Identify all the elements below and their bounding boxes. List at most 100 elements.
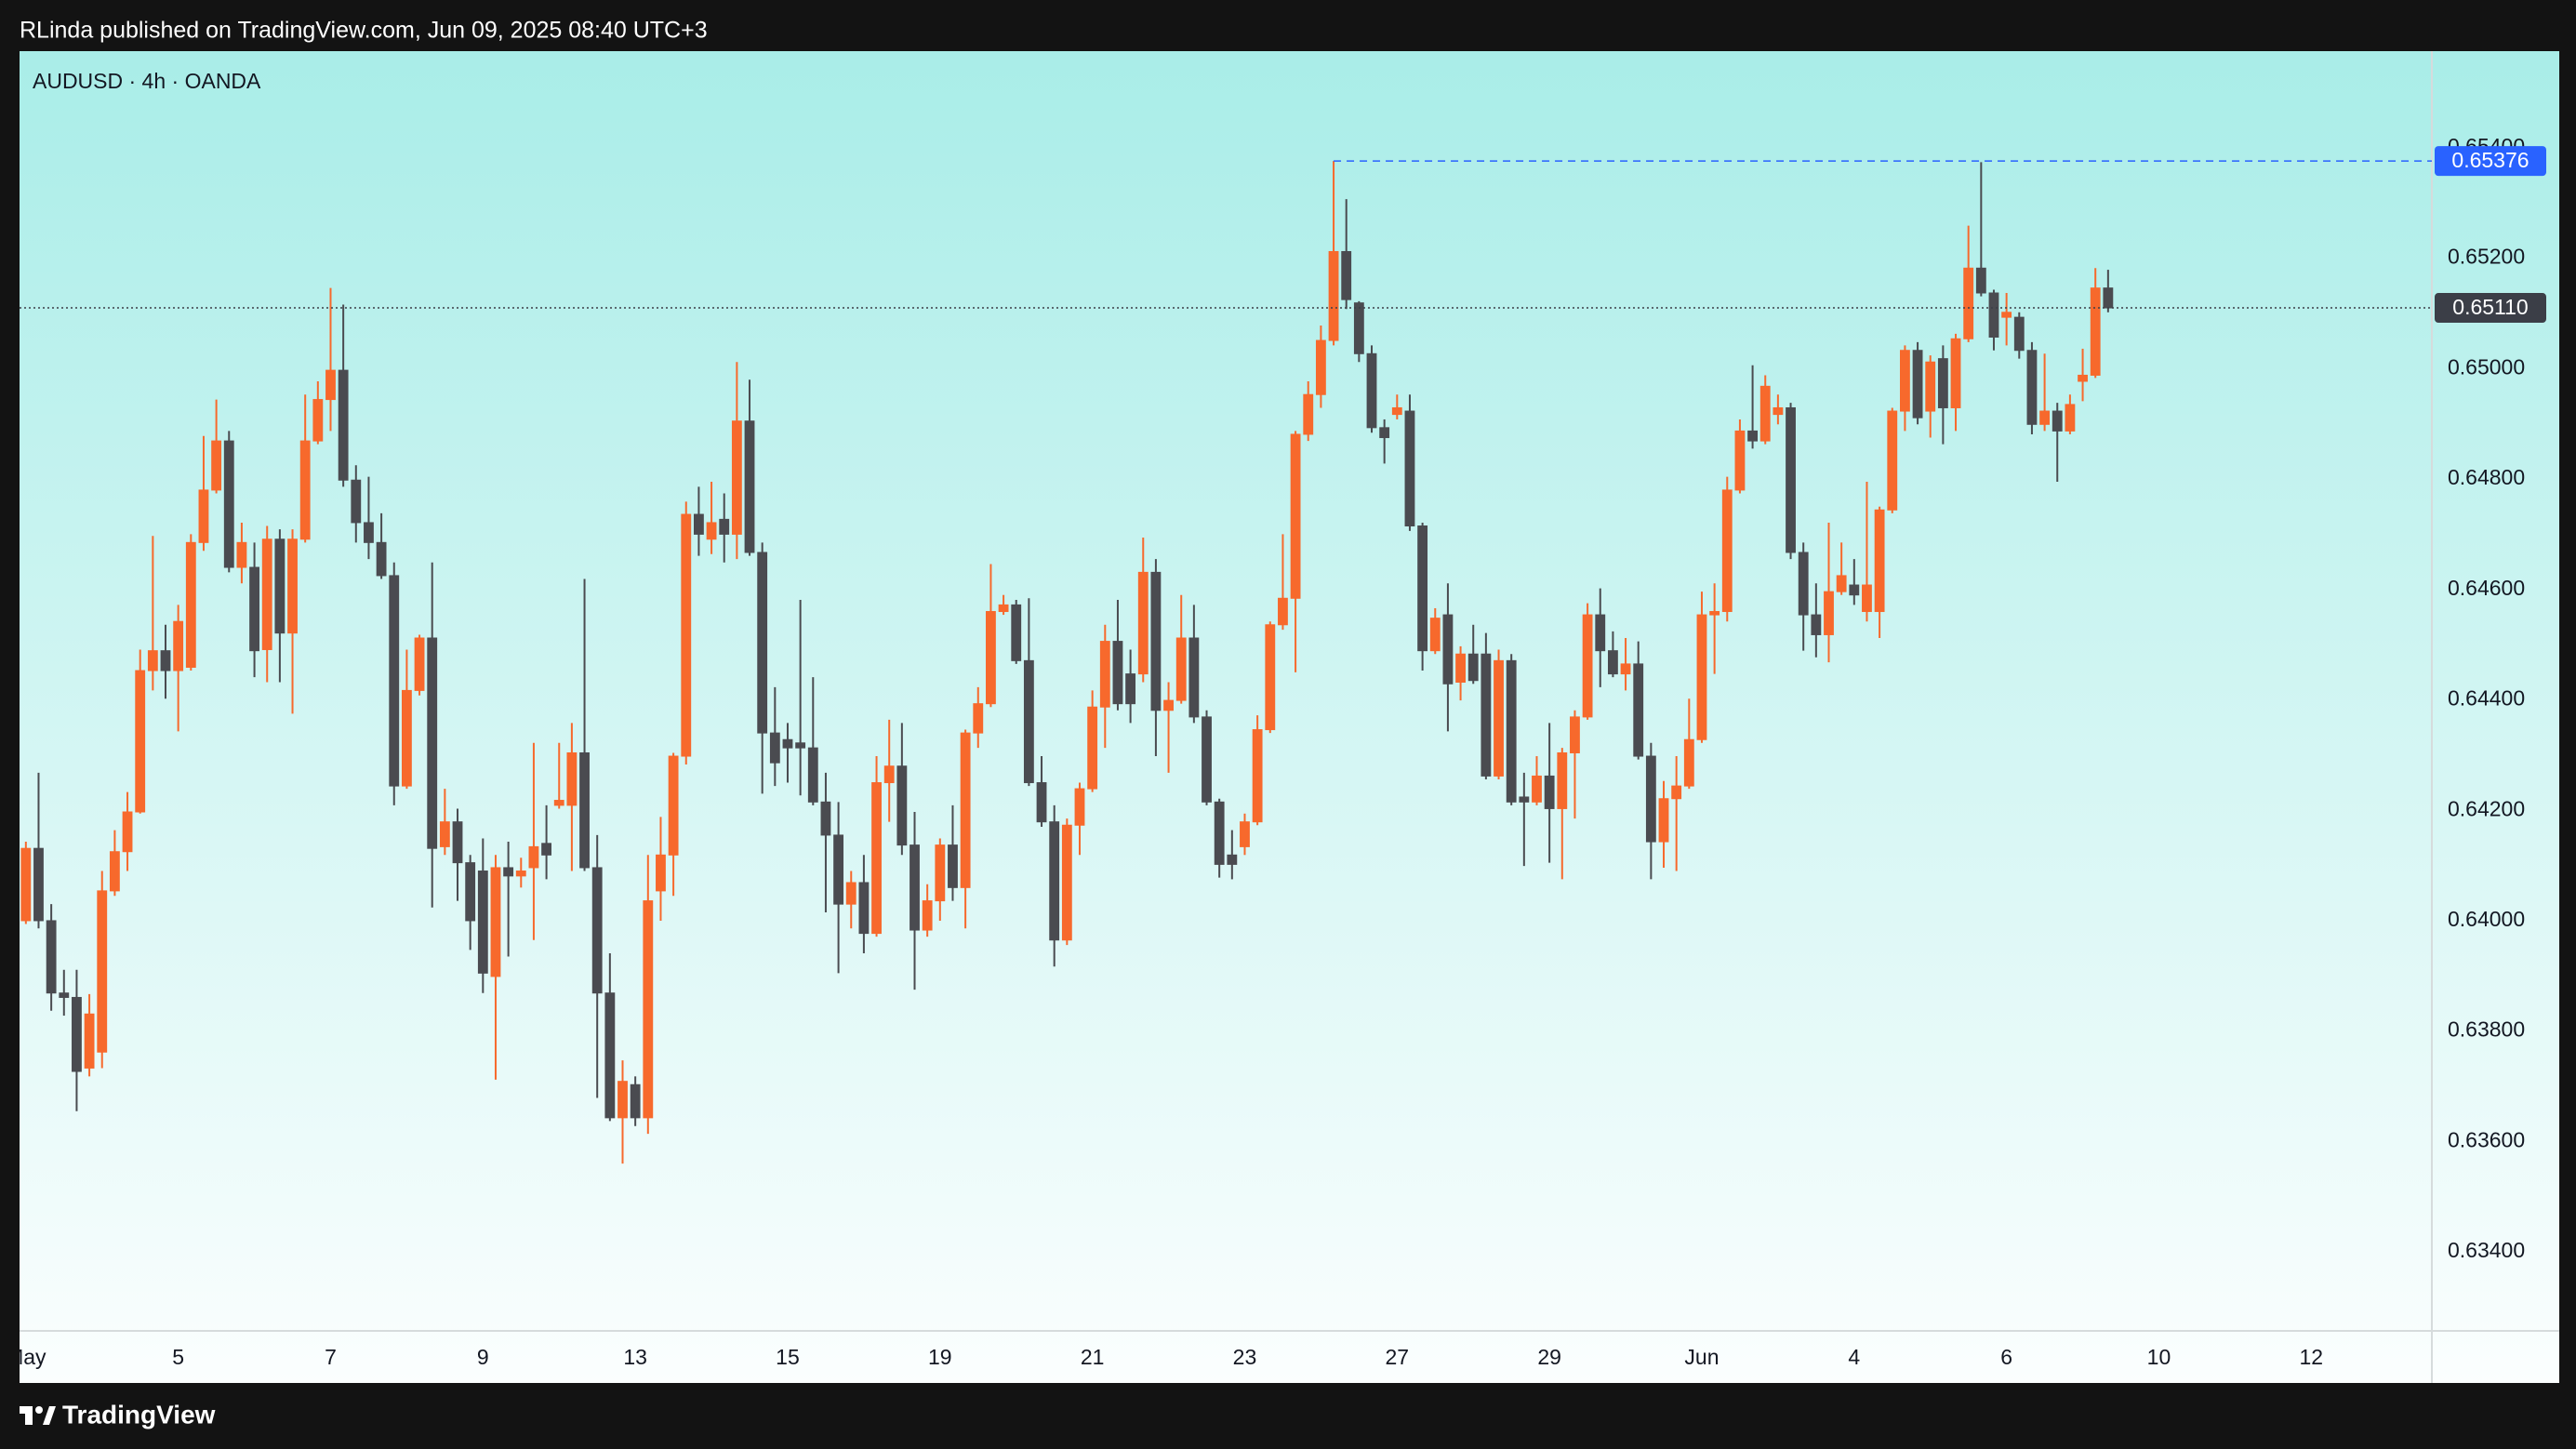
candle-body: [20, 847, 32, 922]
candle-body: [1404, 410, 1415, 527]
candle-body: [1912, 350, 1923, 419]
candle-body: [1481, 653, 1492, 777]
candle-body: [630, 1083, 641, 1119]
candle-body: [1163, 699, 1174, 711]
candle-body: [135, 670, 146, 813]
candle-body: [1900, 350, 1910, 412]
x-tick-label: Jun: [1684, 1345, 1719, 1369]
candle-body: [782, 738, 793, 749]
candle-body: [185, 541, 196, 668]
candle-body: [2103, 287, 2114, 309]
candle-body: [1849, 584, 1860, 596]
candle-body: [72, 996, 82, 1072]
candle-body: [376, 541, 387, 577]
candle-body: [325, 369, 336, 401]
candle-body: [274, 538, 285, 634]
candle-body: [1188, 637, 1200, 718]
candle-body: [681, 513, 692, 757]
candle-body: [1544, 775, 1555, 809]
candle-body: [1379, 427, 1390, 439]
candle-body: [2001, 312, 2012, 318]
brand-name: TradingView: [62, 1400, 216, 1429]
x-tick-label: 9: [477, 1345, 489, 1369]
candle-body: [1988, 292, 1999, 338]
y-tick-label: 0.64400: [2448, 686, 2525, 711]
candle-body: [1582, 614, 1593, 718]
y-tick-label: 0.64800: [2448, 465, 2525, 489]
candle-body: [503, 867, 514, 877]
candle-body: [59, 992, 70, 998]
candle-body: [2065, 404, 2076, 432]
candle-body: [2026, 350, 2038, 425]
candle-body: [960, 732, 971, 888]
y-tick-label: 0.64000: [2448, 907, 2525, 931]
candle-body: [1633, 663, 1644, 757]
candle-body: [986, 611, 996, 705]
candle-body: [1202, 716, 1212, 803]
price-label-box: [2435, 293, 2546, 324]
candle-body: [160, 650, 171, 671]
candle-body: [515, 871, 526, 877]
candle-body: [1429, 618, 1441, 652]
y-tick-label: 0.65000: [2448, 354, 2525, 379]
candle-body: [731, 420, 742, 535]
chart-panel: [20, 51, 2559, 1383]
candle-body: [1303, 393, 1314, 435]
candle-body: [769, 732, 780, 764]
candle-body: [1532, 775, 1542, 803]
x-tick-label: 5: [172, 1345, 184, 1369]
candle-body: [1328, 250, 1339, 341]
candle-body: [935, 844, 946, 902]
candle-body: [122, 811, 133, 853]
candle-body: [719, 518, 730, 535]
candle-body: [1112, 641, 1123, 705]
candle-body: [1811, 614, 1822, 635]
candle-body: [1265, 624, 1276, 731]
candle-body: [439, 821, 450, 847]
candle-body: [579, 751, 590, 869]
candle-body: [1036, 782, 1047, 823]
logo-part: [35, 1406, 43, 1414]
candle-body: [1315, 339, 1326, 395]
plot-area: 0.654000.652000.650000.648000.646000.644…: [20, 134, 2546, 1369]
x-tick-label: 15: [776, 1345, 800, 1369]
candle-body: [1925, 361, 1936, 412]
candle-body: [211, 440, 222, 491]
candle-body: [643, 900, 654, 1119]
candle-body: [910, 844, 920, 931]
candle-body: [1773, 406, 1784, 416]
candle-body: [998, 604, 1009, 613]
candle-body: [1175, 637, 1187, 701]
candle-body: [452, 821, 463, 864]
candle-body: [845, 882, 856, 905]
candle-body: [591, 867, 603, 994]
candle-body: [922, 900, 933, 931]
candle-body: [1227, 854, 1238, 865]
candle-body: [173, 620, 184, 671]
candle-body: [2039, 410, 2051, 425]
candle-body: [2078, 374, 2088, 382]
candle-body: [46, 920, 57, 994]
candle-body: [1721, 489, 1733, 613]
candle-body: [1696, 614, 1707, 740]
candle-body: [97, 890, 108, 1053]
candle-body: [1467, 653, 1479, 682]
candle-body: [2090, 287, 2101, 376]
x-tick-label: 4: [1848, 1345, 1860, 1369]
candle-body: [1290, 433, 1301, 599]
candle-body: [1607, 650, 1618, 675]
x-tick-label: 29: [1537, 1345, 1561, 1369]
candle-body: [1557, 751, 1568, 809]
candle-body: [198, 489, 209, 543]
candle-body: [1671, 785, 1682, 800]
candle-body: [147, 650, 158, 671]
candle-body: [401, 689, 412, 787]
candle-body: [1137, 571, 1149, 675]
candle-body: [2013, 316, 2025, 352]
candle-body: [1442, 614, 1454, 685]
publisher: RLinda published on TradingView.com, Jun…: [20, 18, 708, 44]
logo-part: [43, 1406, 56, 1425]
candle-body: [948, 844, 958, 888]
candle-body: [338, 369, 349, 481]
candle-body: [528, 845, 539, 869]
